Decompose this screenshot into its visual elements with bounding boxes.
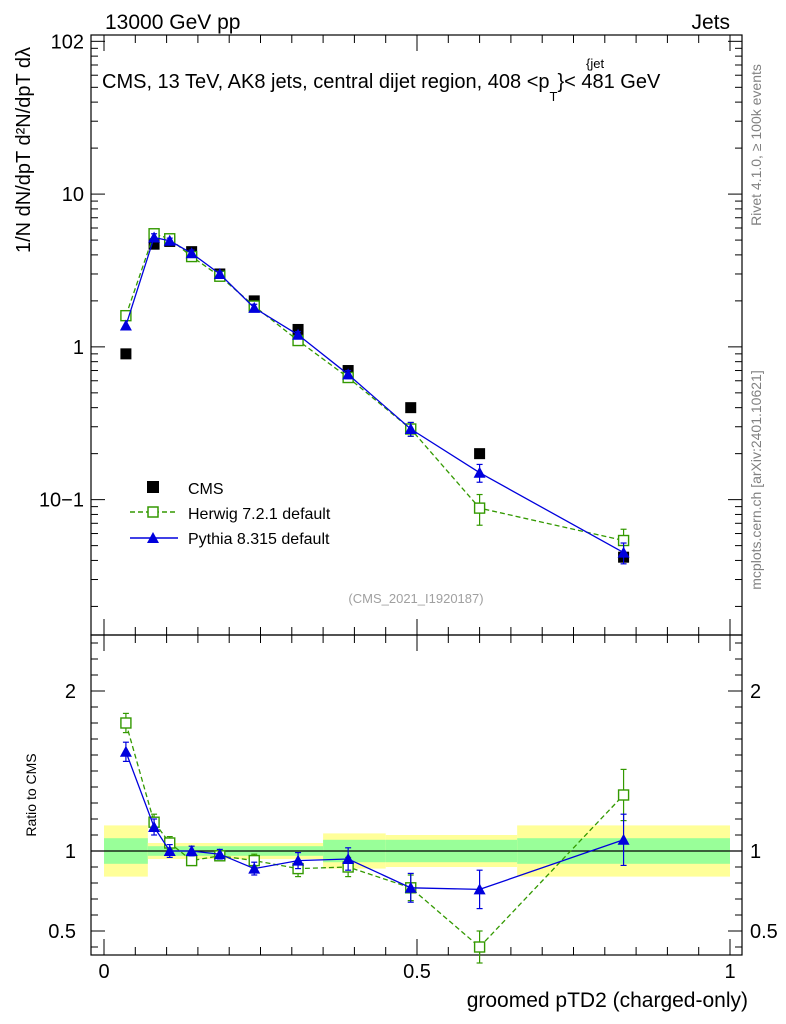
analysis-reference: (CMS_2021_I1920187) (348, 591, 483, 606)
main-pythia-point (473, 466, 486, 478)
main-pythia-point (617, 546, 630, 558)
ratio-herwig-point (120, 717, 132, 729)
rivet-note: Rivet 4.1.0, ≥ 100k events (748, 64, 764, 226)
main-pythia-point (163, 234, 176, 246)
plot-title: CMS, 13 TeV, AK8 jets, central dijet reg… (102, 71, 661, 104)
mcplots-note: mcplots.cern.ch [arXiv:2401.10621] (748, 370, 764, 589)
ratio-pythia-point (473, 883, 486, 895)
x-tick-label: 0.5 (403, 961, 431, 983)
main-pythia-point (119, 319, 132, 331)
ratio-pythia-point (248, 862, 261, 874)
main-y-label: 1/N dN/dpT d²N/dpT dλ (13, 47, 35, 253)
legend-cms-label: CMS (188, 481, 224, 498)
ratio-y-tick-label-right: 1 (750, 841, 761, 863)
legend-herwig-marker (147, 506, 159, 518)
ratio-pythia-point (213, 848, 226, 860)
x-tick-label: 1 (724, 961, 735, 983)
ratio-pythia-point (163, 845, 176, 856)
ratio-pythia-point (404, 881, 417, 893)
ratio-panel: 0.5 0.51 12 2 0 0.5 1 (48, 634, 778, 983)
ratio-frame (90, 634, 743, 956)
main-y-axis: 10−1 1 10 102 (39, 31, 742, 607)
ratio-y-axis: 0.5 0.5 1 1 2 2 (48, 642, 778, 948)
ratio-y-tick-label-right: 2 (750, 681, 761, 703)
plot-title-sub: T (550, 89, 558, 104)
legend: CMS Herwig 7.2.1 default Pythia 8.315 de… (130, 481, 331, 548)
ratio-herwig-point (617, 789, 630, 801)
ratio-y-tick-label: 1 (65, 841, 76, 863)
main-panel: 10−1 1 10 102 (39, 31, 743, 636)
legend-cms-marker (147, 481, 159, 493)
ratio-pythia-point (617, 833, 630, 845)
ratio-y-tick-label-right: 0.5 (750, 921, 778, 943)
ratio-pythia-point (292, 854, 305, 866)
ratio-herwig-point (473, 941, 486, 953)
main-cms-point (148, 238, 160, 250)
main-cms-point (120, 348, 132, 360)
main-cms-point (405, 402, 417, 414)
energy-label: 13000 GeV pp (105, 11, 240, 34)
category-label: Jets (691, 11, 730, 34)
main-pythia-point (248, 301, 261, 313)
ratio-y-label: Ratio to CMS (23, 753, 39, 836)
main-cms-point (474, 448, 486, 460)
ratio-y-tick-label: 2 (65, 681, 76, 703)
ratio-pythia-point (185, 845, 198, 856)
main-y-tick-label: 102 (51, 31, 84, 53)
ratio-herwig-point (185, 854, 198, 867)
ratio-pythia-point (119, 745, 132, 757)
main-y-tick-label: 10−1 (39, 490, 84, 512)
ratio-series (119, 712, 630, 964)
main-pythia-point (185, 247, 198, 259)
x-tick-label: 0 (98, 961, 109, 983)
main-herwig-point (473, 502, 486, 514)
plot-title-main: CMS, 13 TeV, AK8 jets, central dijet reg… (102, 71, 550, 93)
legend-herwig-label: Herwig 7.2.1 default (188, 506, 331, 523)
main-pythia-point (404, 422, 417, 434)
legend-pythia-label: Pythia 8.315 default (188, 531, 330, 548)
ratio-y-tick-label: 0.5 (48, 921, 76, 943)
plot-title-sup: {jet (586, 56, 604, 71)
main-x-axis (103, 35, 731, 635)
x-axis-label: groomed pTD2 (charged-only) (467, 989, 748, 1012)
ratio-uncertainty-bands (91, 825, 742, 877)
ratio-x-axis: 0 0.5 1 (98, 635, 736, 983)
ratio-pythia-point (148, 821, 161, 832)
main-y-tick-label: 10 (62, 184, 84, 206)
main-pythia-point (342, 368, 355, 380)
main-pythia-point (213, 267, 226, 279)
main-pythia-point (292, 328, 305, 340)
ratio-pythia-point (342, 853, 355, 864)
main-series (119, 228, 630, 565)
plot-title-end: }< 481 GeV (557, 71, 661, 93)
legend-pythia-marker (147, 532, 159, 543)
main-y-tick-label: 1 (73, 337, 84, 359)
main-pythia-point (148, 231, 161, 243)
